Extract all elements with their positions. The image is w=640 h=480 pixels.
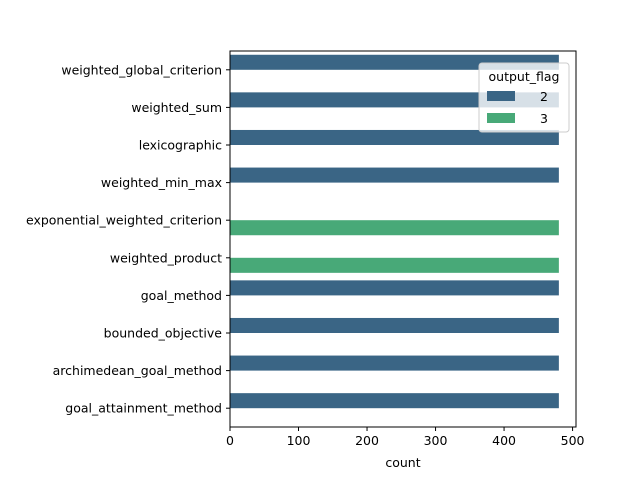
x-tick-label: 100 (287, 433, 311, 448)
legend-label-3: 3 (540, 111, 548, 126)
legend-swatch-3 (487, 113, 515, 123)
bar-weighted_product-series-3 (230, 257, 559, 273)
legend: output_flag 2 3 (478, 62, 570, 133)
legend-swatch-2 (487, 91, 515, 101)
bar-bounded_objective-series-2 (230, 317, 559, 333)
axes (229, 50, 577, 428)
x-tick-label: 300 (424, 433, 448, 448)
y-tick-label: goal_attainment_method (65, 401, 222, 416)
legend-label-2: 2 (540, 89, 548, 104)
x-tick-label: 400 (492, 433, 516, 448)
y-tick-label: weighted_min_max (101, 175, 222, 190)
bar-lexicographic-series-2 (230, 129, 559, 145)
x-axis-title: count (385, 455, 420, 470)
y-tick-label: bounded_objective (104, 326, 223, 341)
y-tick-label: weighted_global_criterion (61, 62, 222, 77)
y-tick-label: weighted_sum (131, 100, 222, 115)
y-tick-label: exponential_weighted_criterion (26, 213, 222, 228)
bar-archimedean_goal_method-series-2 (230, 355, 559, 371)
bar-weighted_sum-series-2 (230, 92, 559, 108)
bars (230, 54, 559, 409)
y-axis-ticks: weighted_global_criterion weighted_sumlex… (26, 62, 230, 416)
x-tick-label: 200 (355, 433, 379, 448)
x-axis-ticks: 0 100 200 300 400 500 (226, 427, 585, 448)
y-tick-label: lexicographic (139, 138, 222, 153)
y-tick-label: weighted_product (110, 250, 222, 265)
y-tick-label: archimedean_goal_method (53, 363, 222, 378)
y-tick-label: goal_method (141, 288, 222, 303)
bar-goal_attainment_method-series-2 (230, 393, 559, 409)
bar-exponential_weighted_criterion-series-3 (230, 220, 559, 236)
x-tick-label: 0 (226, 433, 234, 448)
bar-weighted_min_max-series-2 (230, 167, 559, 183)
x-tick-label: 500 (561, 433, 585, 448)
bar-goal_method-series-2 (230, 280, 559, 296)
legend-title: output_flag (489, 69, 560, 84)
plot-frame (229, 50, 577, 428)
bar-weighted_global_criterion-series-2 (230, 54, 559, 70)
